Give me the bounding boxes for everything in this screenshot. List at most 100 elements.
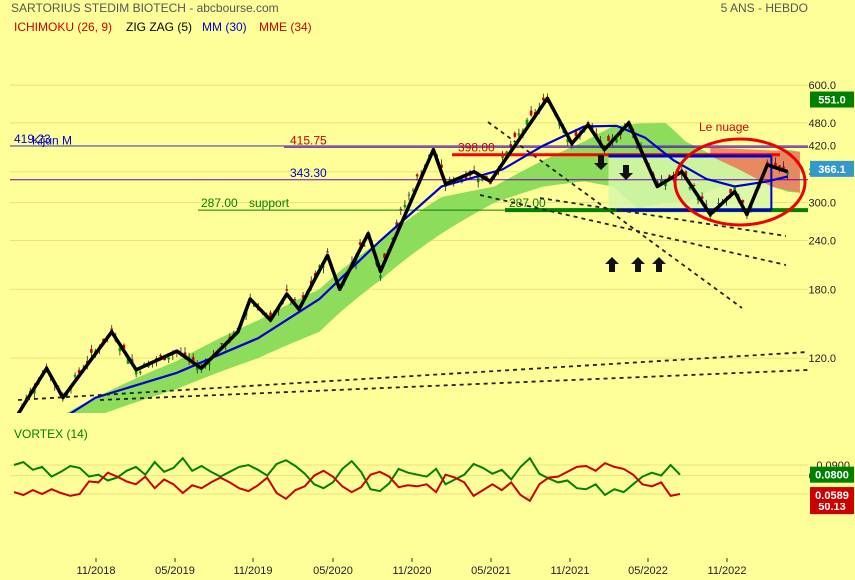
candle-body [700, 196, 704, 199]
candle-body [570, 144, 574, 146]
nuage-label: Le nuage [699, 120, 749, 134]
candle-body [664, 182, 667, 187]
price-badge [810, 160, 854, 177]
x-tick-label: 11/2021 [551, 565, 590, 577]
trendline-down-2 [539, 197, 787, 237]
candle-body [301, 295, 305, 298]
candle-body [684, 171, 688, 176]
indicator-legend: ICHIMOKU (26, 9) ZIG ZAG (5) MM (30) MME (3… [14, 20, 312, 34]
y-tick-label: 600.0 [808, 80, 836, 92]
x-tick-label: 05/2021 [471, 565, 511, 577]
zigzag-line [16, 96, 789, 413]
candle-body [517, 133, 521, 136]
legend-item: ICHIMOKU (26, 9) [14, 20, 112, 34]
vortex-badge-label: 0.0589 [815, 490, 849, 502]
x-tick-label: 05/2020 [313, 565, 353, 577]
candle-body [395, 222, 399, 226]
legend-item: MM (30) [202, 20, 247, 34]
candle-body [607, 136, 610, 141]
y-tick-label: 180.0 [808, 284, 836, 296]
chart-period: 5 ANS - HEBDO [721, 1, 808, 15]
y-tick-label: 120.0 [808, 353, 836, 365]
vortex-series-line [13, 461, 681, 503]
chart-title: SARTORIUS STEDIM BIOTECH - abcbourse.com [11, 1, 279, 15]
arrow-down-icon [619, 165, 633, 180]
vortex-series-line [13, 456, 681, 497]
candle-body [326, 251, 329, 253]
candle-body [13, 420, 16, 421]
level-label: 287.00 [201, 196, 238, 210]
candle-body [782, 166, 785, 169]
level-label: 419.23 [14, 132, 51, 146]
future-cloud [710, 147, 800, 193]
candle-body [566, 138, 570, 143]
candle-body [688, 186, 692, 189]
candle-body [741, 200, 745, 203]
candle-body [786, 171, 789, 175]
x-tick-label: 05/2022 [628, 565, 668, 577]
level-label: 343.30 [290, 166, 327, 180]
level-label: 398.00 [458, 141, 495, 155]
nuage-circle [673, 137, 807, 227]
candle-body [126, 359, 130, 364]
candle-body [729, 188, 732, 194]
candle-body [411, 190, 415, 192]
candle-body [489, 183, 492, 185]
candle-body [525, 119, 529, 125]
candle-body [195, 365, 199, 371]
candle-body [122, 344, 126, 349]
candle-body [415, 174, 419, 177]
arrow-down-icon [594, 155, 608, 170]
price-badge-label: 551.0 [818, 95, 846, 107]
legend-item: MME (34) [259, 20, 312, 34]
x-tick-label: 11/2022 [708, 565, 747, 577]
candle-body [379, 275, 382, 278]
legend-item: ZIG ZAG (5) [126, 20, 192, 34]
kijun-label: Kijun M [32, 134, 72, 148]
candle-body [183, 352, 187, 358]
y-tick-label: 480.0 [808, 118, 836, 130]
candle-body [220, 343, 223, 345]
candle-body [542, 97, 545, 101]
candle-body [717, 202, 720, 204]
arrow-up-icon [631, 257, 645, 272]
candle-body [704, 204, 708, 206]
candle-body [17, 414, 20, 415]
candle-body [501, 156, 504, 159]
candle-body [529, 110, 533, 116]
vortex-badge [810, 466, 854, 483]
candle-body [513, 132, 517, 137]
candle-body [159, 355, 162, 357]
candle-body [90, 349, 93, 353]
trendline-support [99, 369, 808, 401]
ichimoku-cloud [66, 122, 800, 413]
candle-body [167, 357, 171, 360]
x-tick-label: 05/2019 [155, 565, 195, 577]
arrow-up-icon [605, 257, 619, 272]
trendline-lower [17, 351, 808, 401]
candle-body [391, 237, 394, 240]
candle-body [138, 371, 142, 374]
candle-body [509, 144, 513, 147]
candle-body [134, 369, 138, 375]
candle-body [358, 242, 362, 245]
vortex-badge-label: 0.0800 [815, 470, 849, 482]
x-tick-label: 11/2020 [393, 565, 432, 577]
candle-body [362, 244, 366, 247]
candle-body [77, 369, 81, 374]
candle-body [293, 299, 297, 301]
y-tick-label: 240.0 [808, 235, 836, 247]
candle-body [586, 121, 590, 124]
candle-body [318, 265, 321, 268]
level-label: 415.75 [290, 133, 327, 147]
x-axis: 11/2018 05/2019 11/2019 05/2020 11/2020 05/20… [77, 558, 747, 577]
support-label: support [249, 196, 290, 210]
candle-body [692, 184, 696, 186]
candle-body [733, 187, 737, 192]
arrow-up-icon [652, 257, 666, 272]
y-tick-label: 300.0 [808, 198, 836, 210]
candle-body [403, 204, 407, 208]
candle-body [407, 194, 411, 196]
